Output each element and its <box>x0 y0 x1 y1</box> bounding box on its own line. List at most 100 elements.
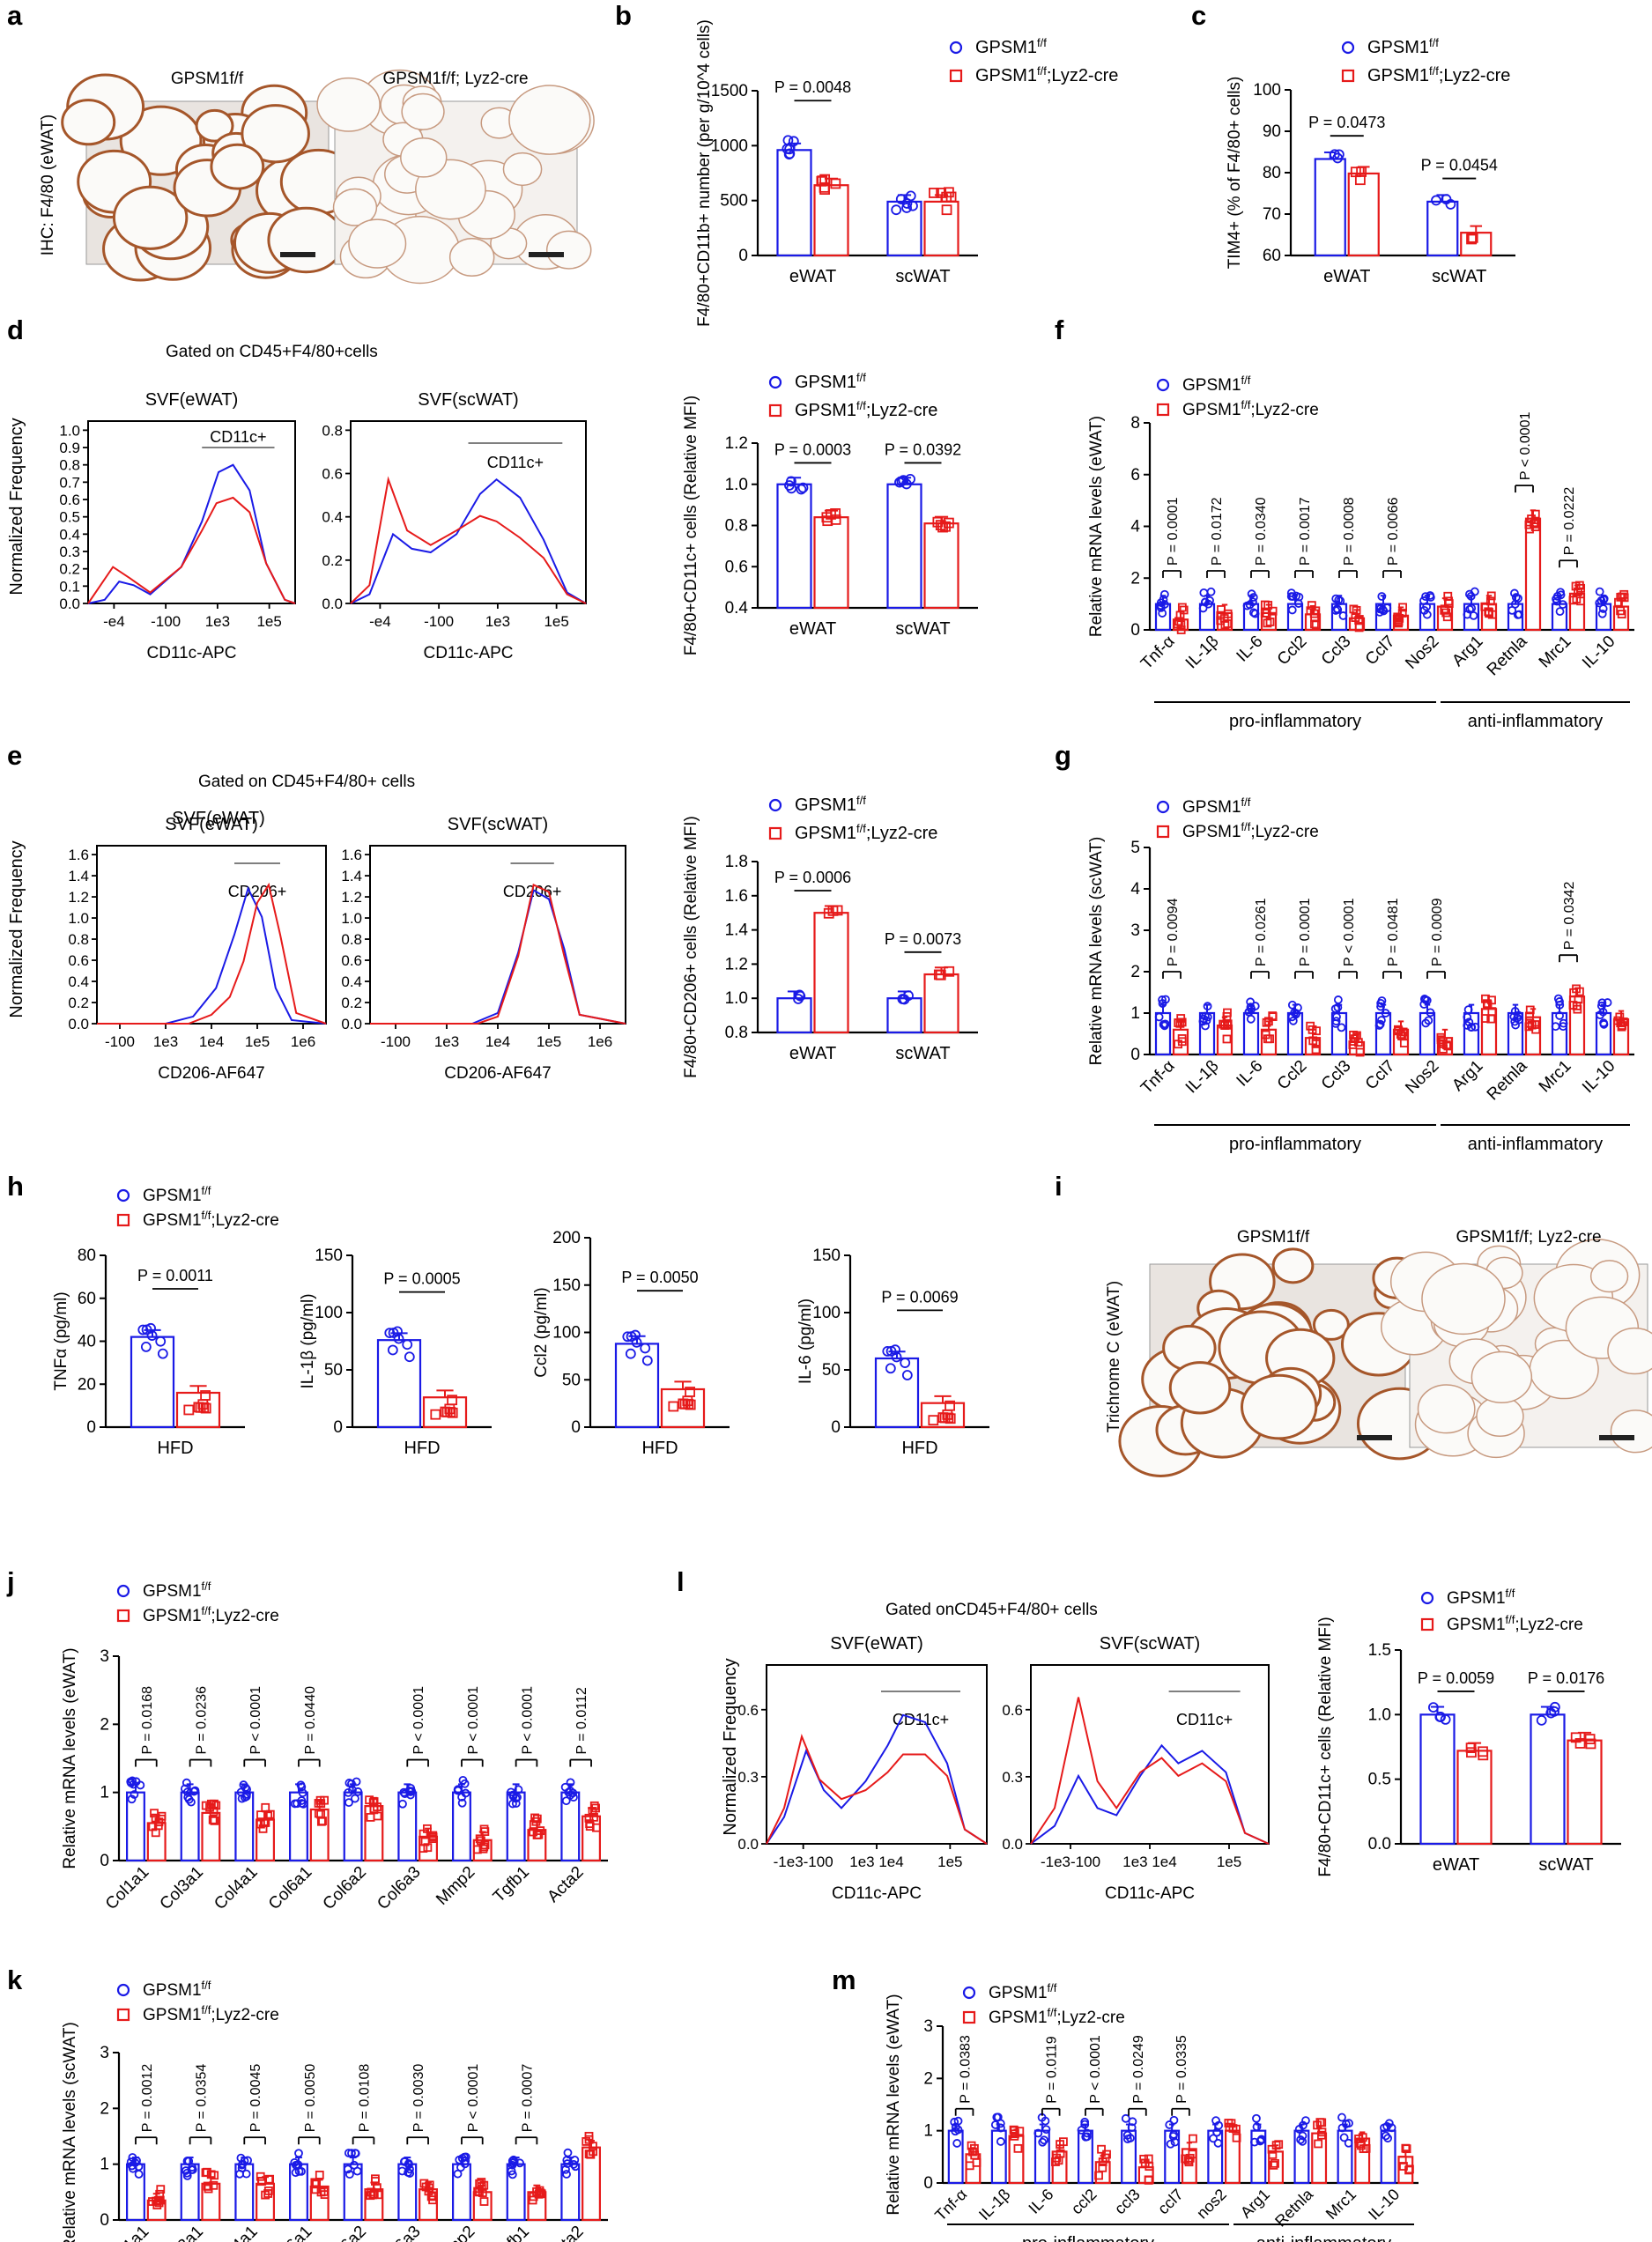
data-point <box>350 2160 359 2170</box>
panel-letter-c: c <box>1191 0 1206 31</box>
y-axis-title: F4/80+CD11c+ cells (Relative MFI) <box>1316 1617 1335 1876</box>
category-label: Acta2 <box>544 1863 587 1906</box>
y-tick-label: 0 <box>100 1852 109 1870</box>
data-point <box>347 1780 356 1788</box>
data-point <box>1471 1022 1480 1032</box>
category-label: IL-1β <box>975 2186 1013 2224</box>
data-point <box>344 2170 354 2179</box>
data-point <box>351 2149 360 2158</box>
data-point <box>1040 2135 1048 2145</box>
category-label: IL-10 <box>1579 633 1619 672</box>
p-value: P = 0.0003 <box>774 440 851 458</box>
category-label: Acta2 <box>544 2223 587 2242</box>
y-tick-label: 0.0 <box>341 1016 362 1032</box>
p-value: P = 0.0168 <box>140 1686 155 1755</box>
category-label: HFD <box>157 1439 193 1458</box>
y-tick-label: 0.9 <box>59 440 80 456</box>
data-point <box>1126 2134 1135 2142</box>
data-point <box>343 2164 352 2174</box>
y-tick-label: 1.0 <box>1368 1706 1391 1724</box>
y-tick-label: 0.3 <box>1002 1769 1023 1786</box>
data-point <box>1199 588 1209 597</box>
legend-ctrl-marker <box>949 41 963 55</box>
data-point <box>1349 1030 1358 1040</box>
x-tick-label: -1e3-100 <box>1041 1854 1100 1870</box>
data-point <box>1443 591 1453 601</box>
data-point <box>563 2148 573 2157</box>
bar-eWAT-s1 <box>813 912 849 1034</box>
data-point <box>784 148 796 159</box>
p-value: P = 0.0335 <box>1174 2035 1189 2104</box>
p-value: P = 0.0473 <box>1308 114 1385 131</box>
data-point <box>1244 1007 1254 1017</box>
data-point <box>1077 2126 1086 2135</box>
gate-label: CD206+ <box>228 883 287 900</box>
data-point <box>1249 608 1258 618</box>
data-point <box>1558 600 1567 610</box>
data-point <box>1572 984 1581 994</box>
data-point <box>1265 1034 1275 1044</box>
p-value: P = 0.0006 <box>774 869 851 886</box>
ihc-image-ko <box>316 69 595 285</box>
y-tick-label: 50 <box>822 1361 841 1380</box>
bar-eWAT-s0 <box>776 997 812 1034</box>
data-point <box>201 2168 211 2178</box>
panel-letter-d: d <box>7 314 24 345</box>
data-point <box>1156 603 1166 612</box>
data-point <box>1311 1045 1321 1054</box>
histogram-ctrl <box>350 477 587 604</box>
data-point <box>155 1336 167 1347</box>
legend-ctrl-marker <box>768 798 782 812</box>
category-label: Tnf-α <box>1137 1057 1179 1099</box>
adipocyte <box>316 77 381 132</box>
legend-ko: GPSM1f/f;Lyz2-cre <box>1182 820 1319 842</box>
adipocyte <box>1417 1384 1476 1434</box>
y-axis-title: Relative mRNA levels (eWAT) <box>61 1647 79 1868</box>
data-point <box>1618 592 1627 602</box>
group-label: anti-inflammatory <box>1468 1135 1603 1154</box>
legend-ko: GPSM1f/f;Lyz2-cre <box>795 399 937 421</box>
data-point <box>965 2161 974 2171</box>
data-point <box>1482 999 1492 1009</box>
data-point <box>1387 2123 1396 2133</box>
gate-label: CD11c+ <box>1176 1711 1233 1728</box>
y-tick-label: 2 <box>100 1715 109 1734</box>
data-point <box>882 1345 893 1357</box>
data-point <box>1426 1008 1435 1017</box>
category-label: Ccl7 <box>1362 633 1399 670</box>
data-point <box>404 2168 412 2177</box>
category-label: Col6a1 <box>265 2223 315 2242</box>
data-point <box>423 1843 433 1853</box>
data-point <box>1159 1021 1169 1031</box>
data-point <box>1525 524 1534 534</box>
data-point <box>900 1358 911 1368</box>
x-tick-label: 1e3 <box>485 613 510 630</box>
data-point <box>1597 609 1607 618</box>
data-point <box>1510 1017 1520 1026</box>
data-point <box>1555 1011 1564 1020</box>
adipocyte <box>1610 1410 1652 1454</box>
y-tick-label: 0 <box>923 2174 933 2193</box>
x-tick-label: 1e3 1e4 <box>1122 1854 1176 1870</box>
category-label: nos2 <box>1193 2186 1230 2223</box>
data-point <box>1584 1734 1596 1744</box>
data-point <box>127 1794 137 1804</box>
data-point <box>1228 2124 1238 2133</box>
data-point <box>201 1801 211 1810</box>
data-point <box>294 2149 303 2158</box>
gate-title-e: Gated on CD45+F4/80+ cells <box>198 773 415 791</box>
data-point <box>1555 607 1565 617</box>
data-point <box>344 1787 353 1797</box>
y-tick-label: 1000 <box>711 137 748 155</box>
y-tick-label: 1.0 <box>725 989 748 1008</box>
category-label: ccl3 <box>1111 2186 1144 2218</box>
legend-ko: GPSM1f/f;Lyz2-cre <box>143 2003 279 2025</box>
category-label: HFD <box>901 1439 937 1458</box>
data-point <box>1144 2176 1153 2185</box>
data-point <box>890 1344 900 1356</box>
data-point <box>1188 2150 1197 2159</box>
bar-eWAT-s1 <box>1456 1750 1493 1846</box>
data-point <box>1431 195 1441 206</box>
data-point <box>1466 591 1476 601</box>
data-point <box>140 1342 152 1352</box>
